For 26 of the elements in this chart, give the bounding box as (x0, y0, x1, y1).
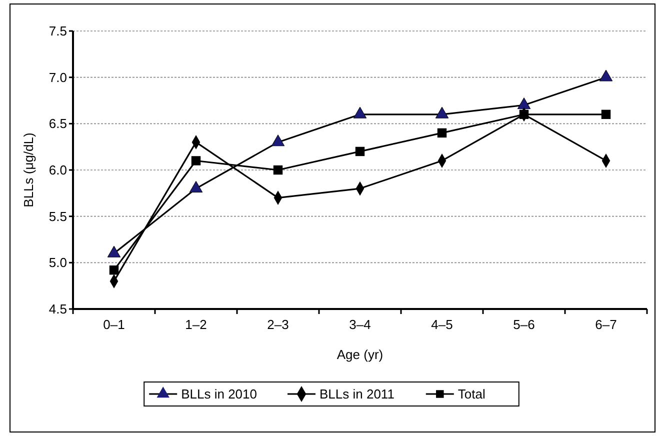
point (191, 156, 201, 166)
legend-label: Total (458, 386, 486, 402)
x-tick-label: 5–6 (513, 317, 535, 332)
point (273, 165, 283, 175)
point (109, 265, 119, 275)
y-tick-label: 6.0 (48, 162, 67, 178)
x-tick-label: 1–2 (185, 317, 207, 332)
legend-label: BLLs in 2010 (181, 386, 258, 402)
y-tick-label: 5.0 (48, 255, 67, 270)
y-tick-label: 7.5 (48, 24, 67, 39)
y-tick-label: 4.5 (48, 302, 67, 317)
legend-label: BLLs in 2011 (320, 386, 394, 402)
x-tick-label: 4–5 (431, 317, 453, 332)
x-tick-label: 3–4 (349, 317, 371, 332)
y-tick-label: 7.0 (48, 70, 67, 85)
x-tick-label: 6–7 (595, 317, 617, 332)
point (519, 110, 529, 120)
point (355, 146, 365, 156)
x-axis-title: Age (yr) (336, 347, 384, 362)
point (601, 110, 611, 120)
point (437, 128, 447, 138)
y-tick-label: 6.5 (48, 116, 67, 132)
y-axis-title: BLLs (μg/dL) (21, 132, 36, 208)
y-tick-label: 5.5 (48, 208, 67, 224)
x-tick-label: 2–3 (267, 317, 289, 332)
x-tick-label: 0–1 (103, 317, 125, 332)
